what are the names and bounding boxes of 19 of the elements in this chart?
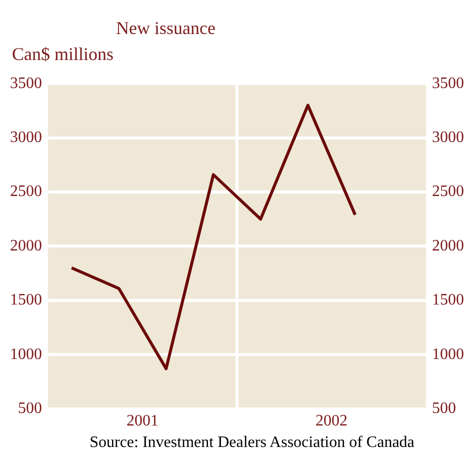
y-tick-label: 500: [18, 400, 42, 418]
y2-tick-label: 500: [432, 400, 456, 418]
y-tick-label: 1500: [10, 292, 42, 309]
chart-title: New issuance: [115, 17, 216, 40]
source-note: Source: Investment Dealers Association of Canada: [88, 434, 416, 452]
y2-tick-label: 3500: [432, 74, 464, 92]
y2-tick-label: 1000: [432, 346, 464, 363]
y-tick-label: 3000: [10, 129, 42, 146]
y-tick-label: 2500: [10, 183, 42, 200]
y2-tick-label: 1500: [432, 292, 464, 309]
x-tick-label: 2001: [126, 412, 158, 430]
y-axis-title: Can$ millions: [11, 44, 115, 66]
y-tick-label: 1000: [10, 346, 42, 363]
y-tick-label: 3500: [10, 74, 42, 92]
y2-tick-label: 2000: [432, 237, 464, 254]
y2-tick-label: 2500: [432, 183, 464, 200]
y-tick-label: 2000: [10, 237, 42, 254]
y2-tick-label: 3000: [432, 129, 464, 146]
x-tick-label: 2002: [316, 412, 348, 430]
